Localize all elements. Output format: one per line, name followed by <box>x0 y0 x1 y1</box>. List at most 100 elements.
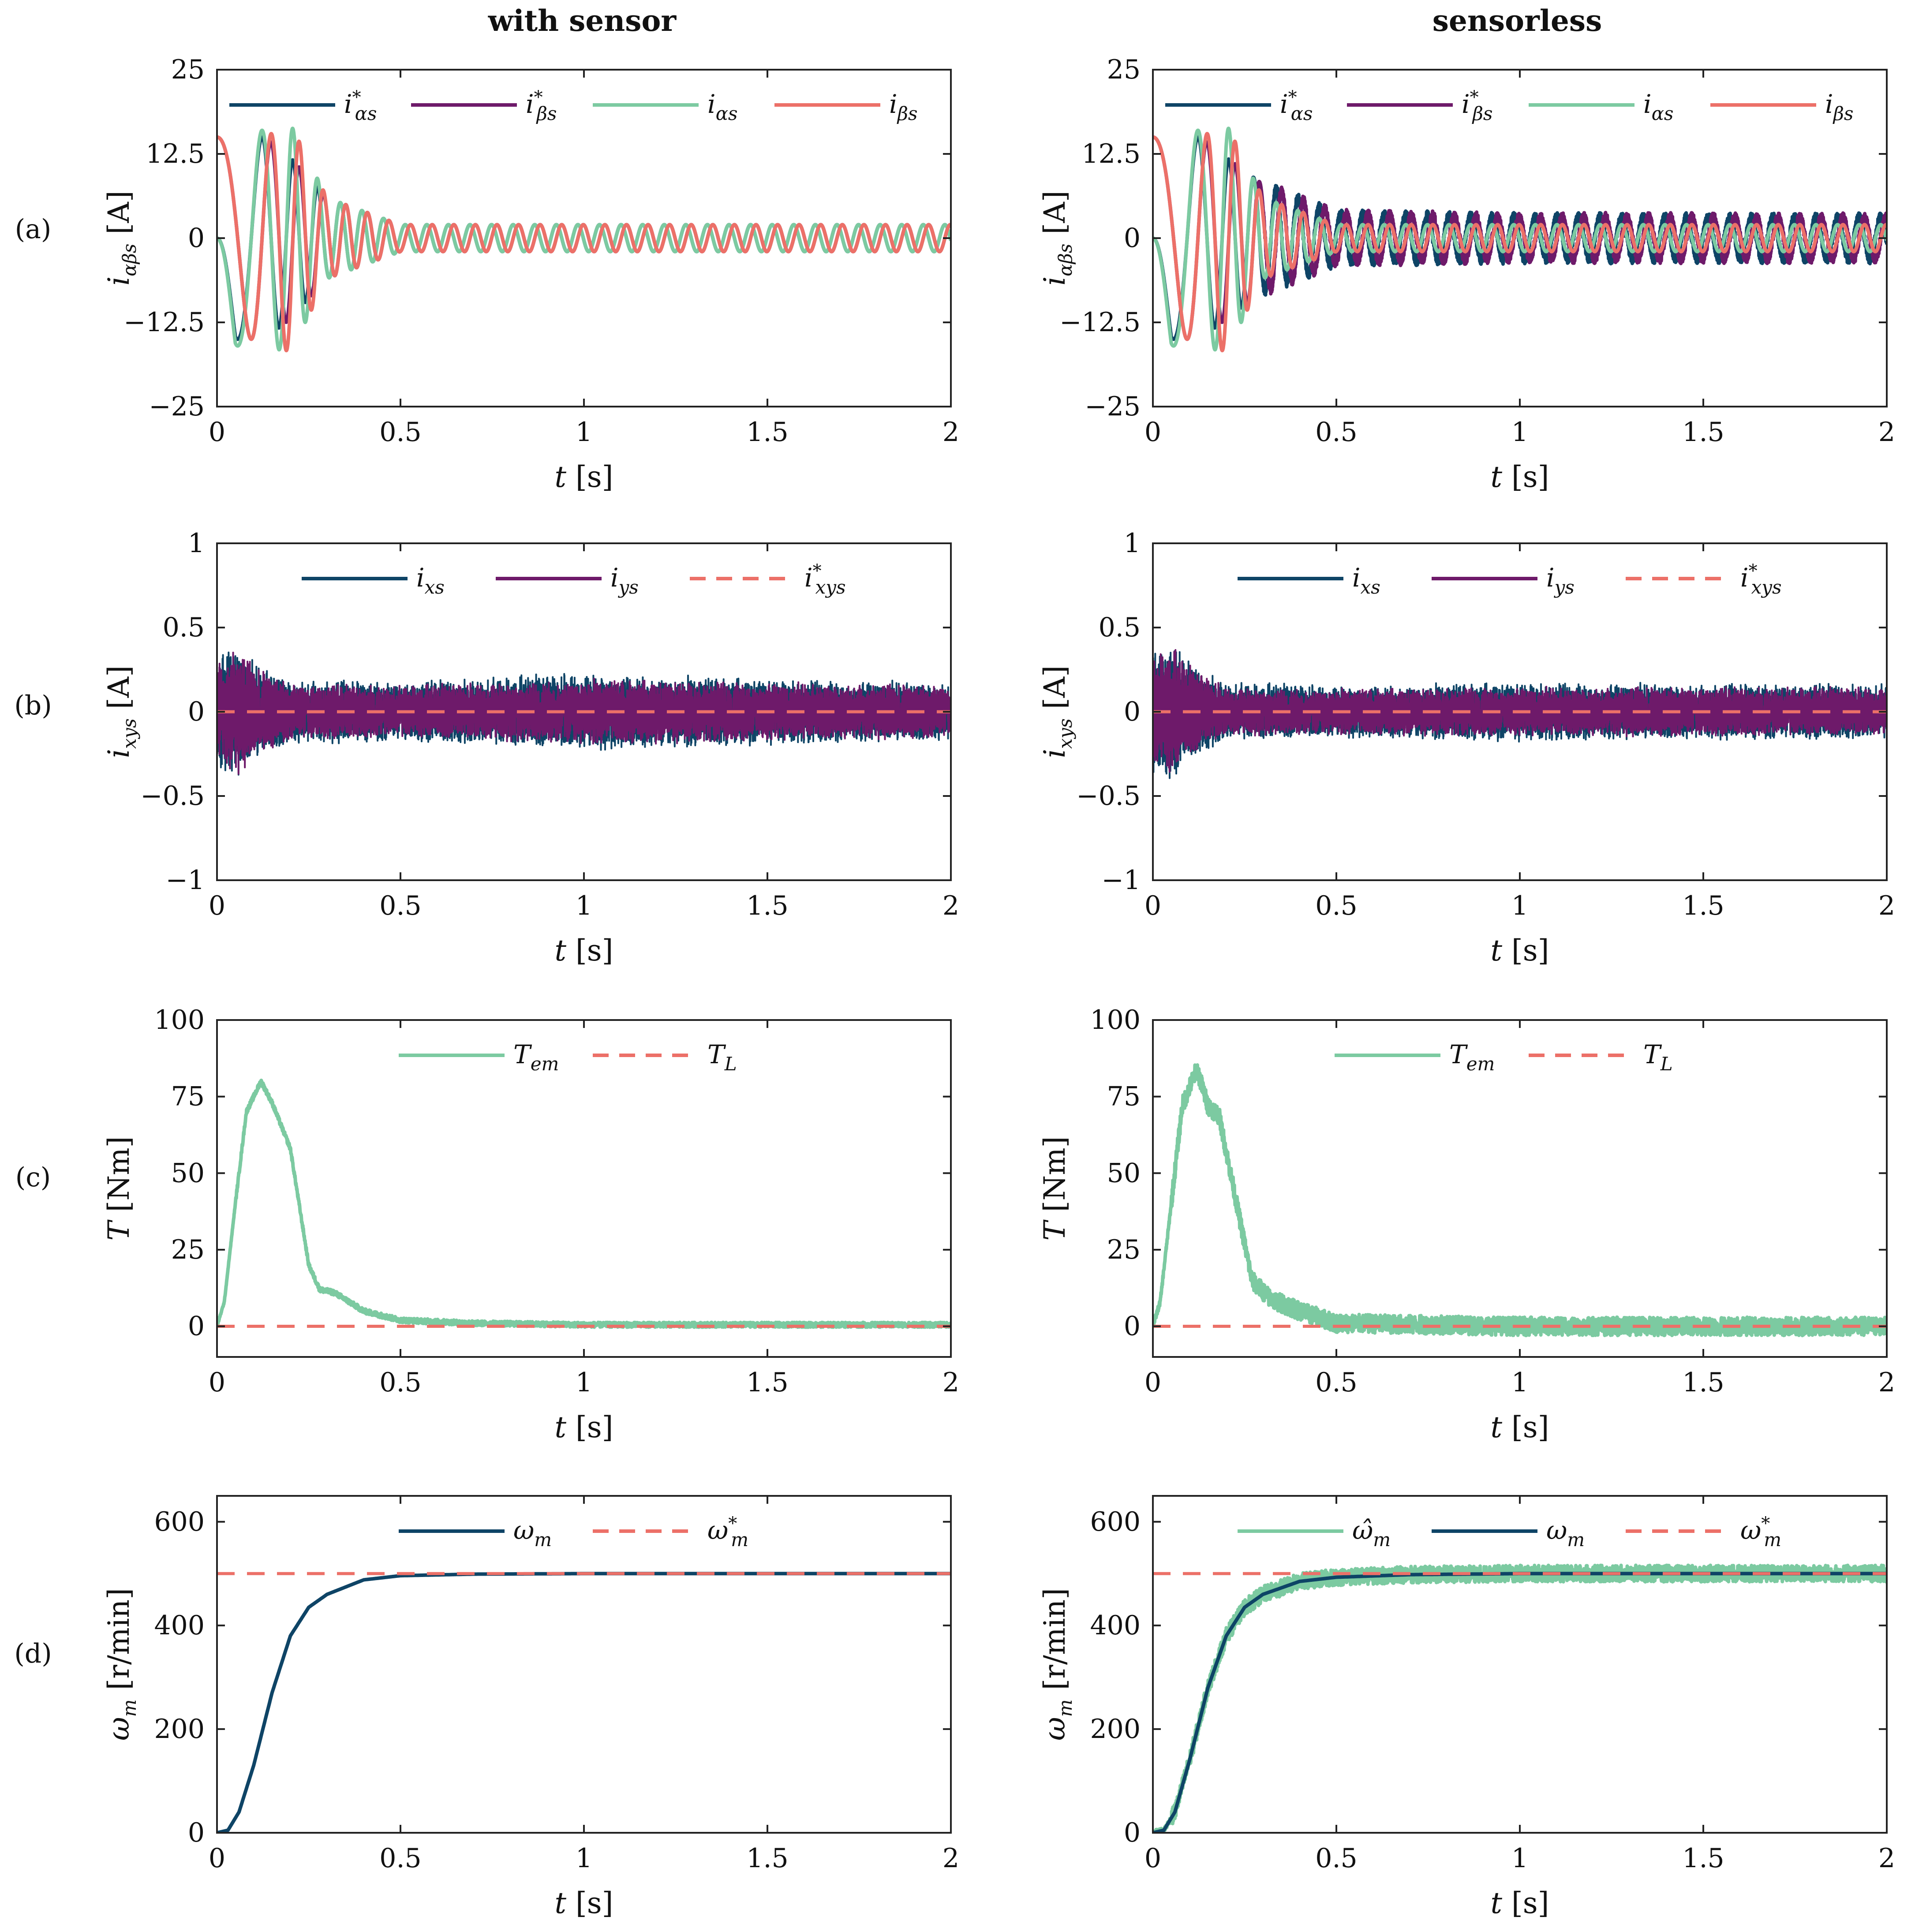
chart-b-with-sensor: 0 0.5 1 1.5 2 −1 −0.5 0 0.5 1 t [s] ixys [A] ixs iys i… <box>102 528 959 968</box>
y-tick-label: 25 <box>1107 54 1141 85</box>
y-tick-label: −12.5 <box>123 307 205 338</box>
x-tick-label: 0 <box>1145 1843 1161 1874</box>
x-tick-label: 1.5 <box>746 417 788 448</box>
plot-area <box>217 1572 951 1833</box>
x-tick-label: 0.5 <box>1315 1843 1357 1874</box>
x-axis-label: t [s] <box>555 934 613 968</box>
x-tick-label: 2 <box>1878 1843 1895 1874</box>
y-axis-label: ixys [A] <box>1038 665 1076 758</box>
x-tick-label: 2 <box>943 1367 959 1398</box>
x-tick-label: 0 <box>209 1843 225 1874</box>
y-tick-label: 1 <box>188 528 205 559</box>
x-tick-label: 0 <box>209 1367 225 1398</box>
y-tick-label: 0 <box>188 223 205 254</box>
y-tick-label: 75 <box>171 1081 205 1112</box>
series-line-1 <box>1153 1572 1887 1833</box>
legend-label: ω̂m <box>1352 1515 1391 1551</box>
chart-d-sensorless: 0 0.5 1 1.5 2 0 200 400 600 t [s] ωm [r/min] ω̂m ωm ω… <box>1038 1495 1895 1920</box>
x-axis-label: t [s] <box>555 1410 613 1444</box>
chart-a-sensorless: 0 0.5 1 1.5 2 −25 −12.5 0 12.5 25 t [s] iαβs [A] i* α… <box>1038 54 1895 494</box>
series-line-2 <box>217 127 951 352</box>
x-tick-label: 2 <box>943 417 959 448</box>
row-label-d: (d) <box>14 1638 52 1669</box>
y-tick-label: 12.5 <box>1081 138 1141 169</box>
chart-c-sensorless: 0 0.5 1 1.5 2 0 25 50 75 100 t [s] T [Nm] Tem TL <box>1038 1005 1895 1444</box>
legend-label: iys <box>610 563 639 598</box>
legend-label: iαs <box>707 89 737 124</box>
x-tick-label: 1 <box>576 890 592 921</box>
legend-label: ω* m <box>707 1513 748 1551</box>
x-tick-label: 1.5 <box>746 1843 788 1874</box>
column-title-sensorless: sensorless <box>1433 4 1602 38</box>
legend-label: i* xys <box>804 561 846 598</box>
legend-label: TL <box>707 1039 737 1075</box>
y-tick-label: 100 <box>154 1005 205 1035</box>
x-tick-label: 2 <box>1878 1367 1895 1398</box>
chart-c-with-sensor: 0 0.5 1 1.5 2 0 25 50 75 100 t [s] T [Nm] Tem TL <box>102 1005 959 1444</box>
series-line-0 <box>1153 1563 1887 1833</box>
series-line-3 <box>217 132 951 352</box>
y-axis-label: iαβs [A] <box>1038 191 1076 285</box>
x-tick-label: 0.5 <box>379 417 421 448</box>
x-tick-label: 1 <box>576 1843 592 1874</box>
y-tick-label: 75 <box>1107 1081 1141 1112</box>
chart-a-with-sensor: 0 0.5 1 1.5 2 −25 −12.5 0 12.5 25 t [s] iαβs [A] i* α… <box>102 54 959 494</box>
legend-label: iys <box>1546 563 1575 598</box>
y-tick-label: 25 <box>171 54 205 85</box>
y-tick-label: 0 <box>1124 223 1141 254</box>
x-tick-label: 0 <box>209 890 225 921</box>
plot-area <box>217 1078 951 1329</box>
x-tick-label: 1.5 <box>746 1367 788 1398</box>
plot-area <box>1153 127 1887 352</box>
y-tick-label: 0.5 <box>163 612 205 643</box>
y-tick-label: 50 <box>171 1158 205 1188</box>
series-line-2 <box>1153 127 1887 352</box>
y-tick-label: −25 <box>1085 391 1141 422</box>
legend-label: ωm <box>513 1515 552 1551</box>
legend-label: i* αs <box>1280 87 1313 124</box>
x-axis-label: t [s] <box>1491 460 1549 494</box>
x-axis-label: t [s] <box>1491 1886 1549 1920</box>
x-tick-label: 1 <box>576 417 592 448</box>
x-tick-label: 0 <box>1145 1367 1161 1398</box>
y-axis-label: T [Nm] <box>1038 1136 1072 1241</box>
x-axis-label: t [s] <box>1491 1410 1549 1444</box>
y-tick-label: 0 <box>188 1311 205 1342</box>
chart-panels: 0 0.5 1 1.5 2 −25 −12.5 0 12.5 25 t [s] iαβs [A] i* α… <box>102 54 1895 1920</box>
series-line-1 <box>217 651 951 775</box>
plot-frame <box>216 1019 952 1358</box>
row-label-b: (b) <box>14 690 52 721</box>
plot-area <box>217 651 951 776</box>
x-tick-label: 0 <box>1145 417 1161 448</box>
y-axis-label: ixys [A] <box>102 665 140 758</box>
x-tick-label: 0.5 <box>379 1367 421 1398</box>
chart-b-sensorless: 0 0.5 1 1.5 2 −1 −0.5 0 0.5 1 t [s] ixys [A] ixs iys i… <box>1038 528 1895 968</box>
series-line-3 <box>1153 132 1887 352</box>
x-tick-label: 1.5 <box>1682 1843 1724 1874</box>
x-tick-label: 2 <box>1878 890 1895 921</box>
x-tick-label: 1.5 <box>1682 417 1724 448</box>
y-tick-label: 25 <box>171 1234 205 1265</box>
y-tick-label: −1 <box>1102 865 1141 896</box>
x-tick-label: 1 <box>1511 1367 1528 1398</box>
y-tick-label: 0 <box>188 1817 205 1848</box>
x-tick-label: 1.5 <box>1682 890 1724 921</box>
x-tick-label: 0 <box>209 417 225 448</box>
legend-label: ωm <box>1546 1515 1585 1551</box>
legend-label: i* xys <box>1740 561 1782 598</box>
y-tick-label: 12.5 <box>146 138 205 169</box>
y-tick-label: 400 <box>1090 1610 1141 1641</box>
y-tick-label: 600 <box>154 1506 205 1537</box>
plot-area <box>1153 1563 1887 1833</box>
x-tick-label: 0.5 <box>1315 417 1357 448</box>
y-tick-label: 0.5 <box>1099 612 1141 643</box>
plot-frame <box>1152 1019 1888 1358</box>
x-axis-label: t [s] <box>1491 934 1549 968</box>
legend-label: i* βs <box>1462 87 1492 124</box>
legend-label: iαs <box>1643 89 1673 124</box>
x-tick-label: 1.5 <box>746 890 788 921</box>
y-tick-label: 1 <box>1124 528 1141 559</box>
y-tick-label: 600 <box>1090 1506 1141 1537</box>
x-tick-label: 0.5 <box>379 890 421 921</box>
y-tick-label: −0.5 <box>140 781 205 811</box>
